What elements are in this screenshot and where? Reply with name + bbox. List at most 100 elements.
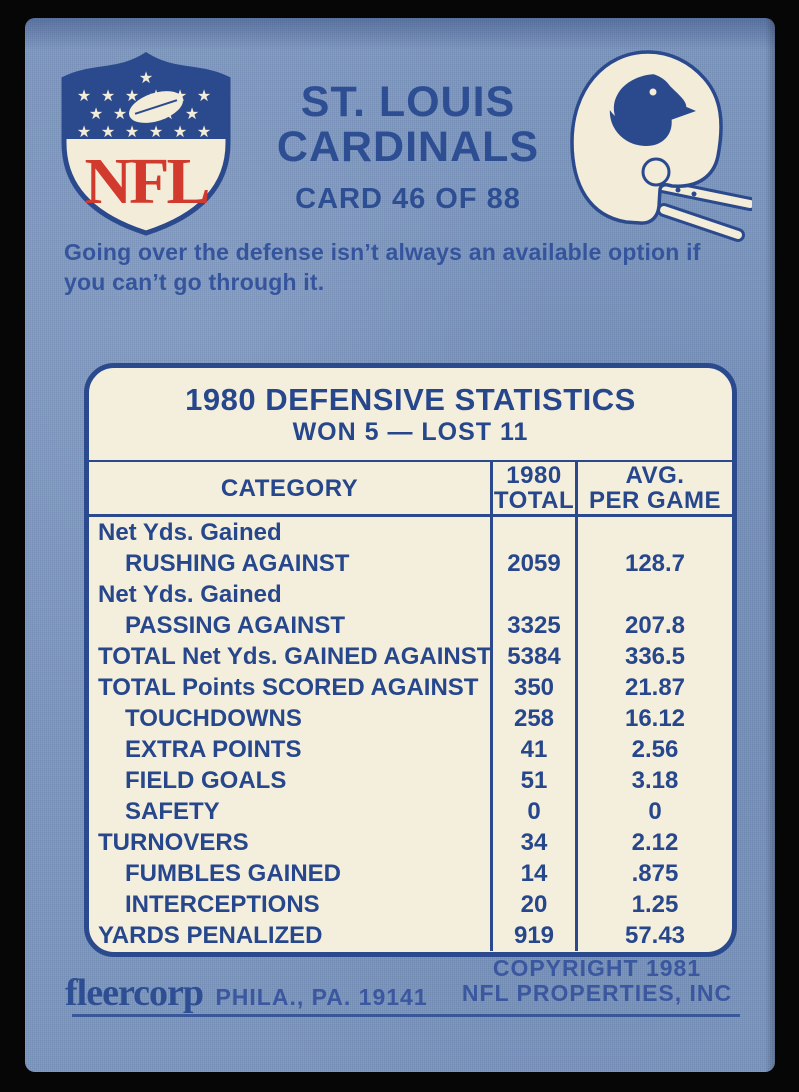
copyright-line2: NFL PROPERTIES, INC — [461, 980, 733, 1006]
table-row: TOTAL Net Yds. GAINED AGAINST 5384 336.5 — [89, 641, 732, 672]
column-avg-line1: AVG. — [625, 462, 685, 489]
row-category: TOUCHDOWNS — [89, 703, 493, 734]
stats-table: 1980 DEFENSIVE STATISTICS WON 5 — LOST 1… — [84, 363, 737, 957]
table-row: FUMBLES GAINED 14 .875 — [89, 858, 732, 889]
copyright-line1: COPYRIGHT 1981 — [492, 955, 702, 981]
svg-text:★: ★ — [101, 122, 115, 141]
row-total: 258 — [493, 703, 578, 734]
card-caption: Going over the defense isn’t always an a… — [64, 237, 764, 297]
row-avg — [578, 517, 732, 548]
column-avg-line2: PER GAME — [588, 487, 721, 514]
row-avg: 207.8 — [624, 612, 686, 639]
card-header: ST. LOUIS CARDINALS CARD 46 OF 88 — [268, 78, 548, 216]
svg-text:★: ★ — [149, 122, 163, 141]
team-name-line1: ST. LOUIS — [300, 78, 516, 126]
row-avg: 0 — [648, 798, 662, 825]
row-total: 5384 — [493, 641, 578, 672]
svg-text:★: ★ — [197, 86, 211, 105]
svg-text:★: ★ — [125, 122, 139, 141]
table-row: SAFETY 0 0 — [89, 796, 732, 827]
table-row: RUSHING AGAINST 2059 128.7 — [89, 548, 732, 579]
footer-divider — [72, 1014, 740, 1017]
svg-text:★: ★ — [139, 68, 153, 87]
row-category: EXTRA POINTS — [89, 734, 493, 765]
card-number: CARD 46 OF 88 — [295, 183, 521, 215]
fleercorp-logo: fleercorp — [65, 972, 204, 1014]
row-avg: 336.5 — [624, 643, 686, 670]
row-total: 919 — [493, 920, 578, 951]
row-avg: 21.87 — [624, 674, 686, 701]
row-category: RUSHING AGAINST — [89, 548, 493, 579]
column-category: CATEGORY — [89, 462, 493, 514]
row-avg — [578, 579, 732, 610]
column-total-line2: TOTAL — [493, 487, 575, 514]
table-row: FIELD GOALS 51 3.18 — [89, 765, 732, 796]
row-avg: .875 — [631, 860, 679, 887]
trading-card-back: ★ ★★★ ★★★ ★★★ ★★ ★★★ ★★★ NFL ST. LOUIS C… — [25, 18, 775, 1072]
row-category: Net Yds. Gained — [89, 517, 493, 548]
footer-address: PHILA., PA. 19141 — [215, 984, 428, 1010]
row-category: FIELD GOALS — [89, 765, 493, 796]
row-total: 2059 — [493, 548, 578, 579]
row-category: TOTAL Points SCORED AGAINST — [89, 672, 493, 703]
row-category: SAFETY — [89, 796, 493, 827]
stats-header: 1980 DEFENSIVE STATISTICS WON 5 — LOST 1… — [89, 368, 732, 460]
row-avg: 2.56 — [631, 736, 679, 763]
row-avg: 16.12 — [624, 705, 686, 732]
table-row: PASSING AGAINST 3325 207.8 — [89, 610, 732, 641]
svg-text:★: ★ — [77, 122, 91, 141]
caption-line2: you can’t go through it. — [64, 269, 325, 295]
caption-line1: Going over the defense isn’t always an a… — [64, 239, 701, 265]
svg-text:★: ★ — [77, 86, 91, 105]
svg-text:★: ★ — [89, 104, 103, 123]
table-row: YARDS PENALIZED 919 57.43 — [89, 920, 732, 951]
row-total — [493, 579, 578, 610]
row-avg: 1.25 — [631, 891, 679, 918]
row-category: TURNOVERS — [89, 827, 493, 858]
cardinals-helmet-icon — [570, 50, 752, 242]
row-total: 20 — [493, 889, 578, 920]
svg-text:★: ★ — [197, 122, 211, 141]
row-total — [493, 517, 578, 548]
svg-text:★: ★ — [173, 122, 187, 141]
svg-text:★: ★ — [125, 86, 139, 105]
row-category: FUMBLES GAINED — [89, 858, 493, 889]
table-row: TOTAL Points SCORED AGAINST 350 21.87 — [89, 672, 732, 703]
team-name-line2: CARDINALS — [276, 123, 540, 171]
table-row: EXTRA POINTS 41 2.56 — [89, 734, 732, 765]
row-category: TOTAL Net Yds. GAINED AGAINST — [89, 641, 493, 672]
row-total: 41 — [493, 734, 578, 765]
nfl-shield-icon: ★ ★★★ ★★★ ★★★ ★★ ★★★ ★★★ NFL — [61, 52, 231, 236]
row-avg: 3.18 — [631, 767, 679, 794]
table-row: Net Yds. Gained — [89, 579, 732, 610]
row-total: 3325 — [493, 610, 578, 641]
row-total: 34 — [493, 827, 578, 858]
row-total: 14 — [493, 858, 578, 889]
row-avg: 128.7 — [624, 550, 686, 577]
footer-copyright: COPYRIGHT 1981 NFL PROPERTIES, INC — [452, 956, 742, 1006]
row-category: PASSING AGAINST — [89, 610, 493, 641]
table-row: INTERCEPTIONS 20 1.25 — [89, 889, 732, 920]
svg-text:★: ★ — [113, 104, 127, 123]
row-category: YARDS PENALIZED — [89, 920, 493, 951]
row-total: 0 — [493, 796, 578, 827]
svg-text:★: ★ — [185, 104, 199, 123]
stats-record: WON 5 — LOST 11 — [292, 418, 529, 446]
column-total: 1980 TOTAL — [493, 462, 578, 514]
nfl-logo-text: NFL — [85, 145, 209, 218]
row-total: 350 — [493, 672, 578, 703]
row-total: 51 — [493, 765, 578, 796]
svg-text:★: ★ — [101, 86, 115, 105]
row-category: Net Yds. Gained — [89, 579, 493, 610]
table-row: TURNOVERS 34 2.12 — [89, 827, 732, 858]
stats-column-header: CATEGORY 1980 TOTAL AVG. PER GAME — [89, 460, 732, 517]
row-avg: 2.12 — [631, 829, 679, 856]
column-total-line1: 1980 — [506, 462, 562, 489]
table-row: Net Yds. Gained — [89, 517, 732, 548]
row-avg: 57.43 — [624, 922, 686, 949]
column-avg: AVG. PER GAME — [578, 462, 732, 514]
table-row: TOUCHDOWNS 258 16.12 — [89, 703, 732, 734]
stats-title: 1980 DEFENSIVE STATISTICS — [185, 382, 636, 417]
row-category: INTERCEPTIONS — [89, 889, 493, 920]
